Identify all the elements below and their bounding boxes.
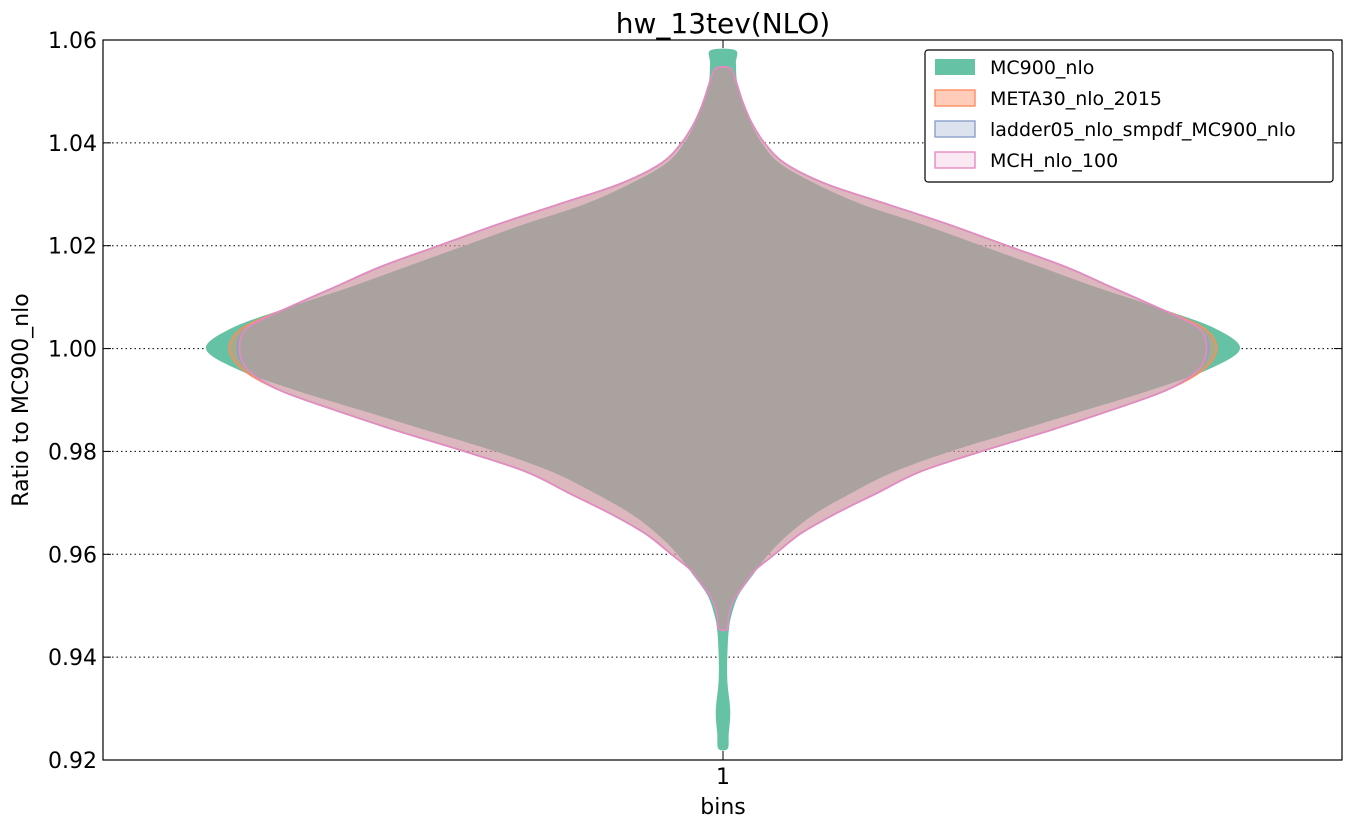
violins [205, 48, 1241, 751]
chart-title: hw_13tev(NLO) [616, 7, 830, 40]
x-tick-label: 1 [716, 765, 730, 790]
violin-MC900_nlo [205, 48, 1241, 751]
y-tick-label: 0.96 [48, 543, 97, 568]
legend-label: ladder05_nlo_smpdf_MC900_nlo [990, 119, 1296, 141]
y-tick-label: 0.92 [48, 749, 97, 774]
legend-frame [924, 49, 1334, 183]
y-tick-label: 1.06 [48, 29, 97, 54]
legend-swatch [935, 59, 975, 75]
legend-swatch [934, 120, 976, 138]
x-axis-label: bins [700, 795, 745, 820]
y-axis-label: Ratio to MC900_nlo [9, 293, 34, 506]
violin-MCH_nlo_100 [238, 65, 1208, 632]
y-tick-label: 0.94 [48, 646, 97, 671]
legend-label: MCH_nlo_100 [990, 150, 1118, 172]
legend: MC900_nlo META30_nlo_2015 ladder05_nlo_smp… [924, 49, 1334, 183]
y-tick-label: 1.02 [48, 235, 97, 260]
y-tick-label: 1.04 [48, 132, 97, 157]
legend-label: MC900_nlo [990, 57, 1094, 79]
legend-swatch [934, 89, 976, 107]
y-tick-label: 1.00 [48, 338, 97, 363]
axes: 0.92 0.94 0.96 0.98 1.00 1.02 1.04 1.06 1 [48, 29, 1343, 790]
y-tick-label: 0.98 [48, 440, 97, 465]
legend-swatch [934, 151, 976, 169]
legend-label: META30_nlo_2015 [990, 88, 1162, 110]
